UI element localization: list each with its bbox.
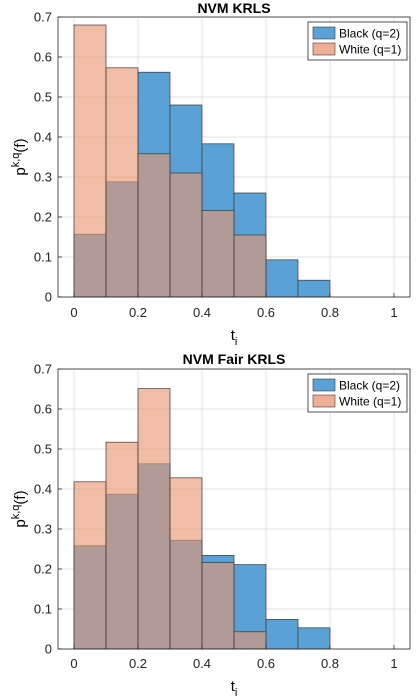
legend: Black (q=2) White (q=1) [307, 21, 408, 61]
y-tick-label: 0.7 [34, 362, 52, 377]
y-tick-label: 0.4 [34, 482, 52, 497]
y-axis-label-sup: k,q [10, 505, 22, 520]
legend: Black (q=2) White (q=1) [307, 373, 408, 413]
x-tick-label: 0.8 [321, 656, 339, 671]
bar [105, 67, 139, 298]
y-axis-label-sup: k,q [10, 153, 22, 168]
bar [73, 481, 107, 650]
chart-1: 0 0.2 0.4 0.6 0.8 1 0 0.1 0.2 0.3 0.4 0.5 0.6 0.7 NVM … [10, 0, 411, 348]
series-white [73, 388, 267, 650]
y-tick-label: 0.5 [34, 442, 52, 457]
bar [201, 562, 235, 650]
chart-title: NVM KRLS [197, 0, 270, 16]
y-tick-label: 0.5 [34, 90, 52, 105]
bar [169, 172, 203, 298]
legend-swatch-black [312, 26, 336, 40]
y-tick-label: 0 [45, 290, 52, 305]
y-tick-label: 0.6 [34, 402, 52, 417]
x-axis-label-sub: i [235, 336, 237, 348]
x-tick-label: 0.6 [257, 305, 275, 320]
y-axis-label-tail: (f) [12, 490, 29, 504]
bar [201, 210, 235, 298]
x-tick-label: 0.8 [321, 305, 339, 320]
x-axis-label-sub: i [235, 687, 237, 698]
bar [233, 631, 267, 650]
legend-swatch-black [312, 378, 336, 392]
legend-label-white: White (q=1) [339, 43, 401, 57]
x-axis-label: ti [231, 327, 238, 348]
x-axis-label-base: t [231, 678, 236, 695]
y-tick-label: 0.3 [34, 522, 52, 537]
x-tick-label: 1 [390, 305, 397, 320]
y-axis-label-base: p [12, 167, 29, 175]
y-tick-label: 0.1 [34, 250, 52, 265]
y-tick-label: 0.2 [34, 562, 52, 577]
x-axis-label-base: t [231, 327, 236, 344]
y-axis-label-tail: (f) [12, 138, 29, 152]
legend-label-white: White (q=1) [339, 395, 401, 409]
x-tick-label: 0 [70, 305, 77, 320]
y-tick-label: 0.1 [34, 602, 52, 617]
legend-swatch-white [312, 394, 336, 408]
chart-title: NVM Fair KRLS [183, 351, 286, 367]
legend-swatch-white [312, 42, 336, 56]
legend-label-black: Black (q=2) [339, 27, 400, 41]
bar [105, 441, 139, 650]
y-tick-label: 0.7 [34, 10, 52, 25]
y-tick-label: 0.2 [34, 210, 52, 225]
legend-label-black: Black (q=2) [339, 379, 400, 393]
x-tick-label: 0 [70, 656, 77, 671]
bar [137, 388, 171, 650]
x-tick-label: 0.2 [129, 656, 147, 671]
x-tick-label: 1 [390, 656, 397, 671]
bar [265, 619, 299, 650]
axes-box [57, 16, 411, 298]
y-axis-label-base: p [12, 519, 29, 527]
bar [297, 279, 331, 298]
bar [297, 627, 331, 650]
y-tick-label: 0.6 [34, 50, 52, 65]
x-tick-label: 0.4 [193, 656, 211, 671]
x-axis-label: ti [231, 678, 238, 698]
y-axis-label: pk,q(f) [10, 138, 29, 175]
y-tick-label: 0.4 [34, 130, 52, 145]
y-tick-label: 0 [45, 642, 52, 657]
bar [265, 259, 299, 298]
axes-box [57, 368, 411, 650]
x-tick-label: 0.4 [193, 305, 211, 320]
bar [233, 234, 267, 298]
y-axis-label: pk,q(f) [10, 490, 29, 527]
y-tick-label: 0.3 [34, 170, 52, 185]
x-tick-label: 0.6 [257, 656, 275, 671]
bar [73, 24, 107, 298]
chart-2: 0 0.2 0.4 0.6 0.8 1 0 0.1 0.2 0.3 0.4 0.5 0.6 0.7 NVM … [10, 351, 411, 698]
x-tick-label: 0.2 [129, 305, 147, 320]
series-white [73, 24, 267, 298]
bar [169, 477, 203, 650]
bar [137, 153, 171, 298]
